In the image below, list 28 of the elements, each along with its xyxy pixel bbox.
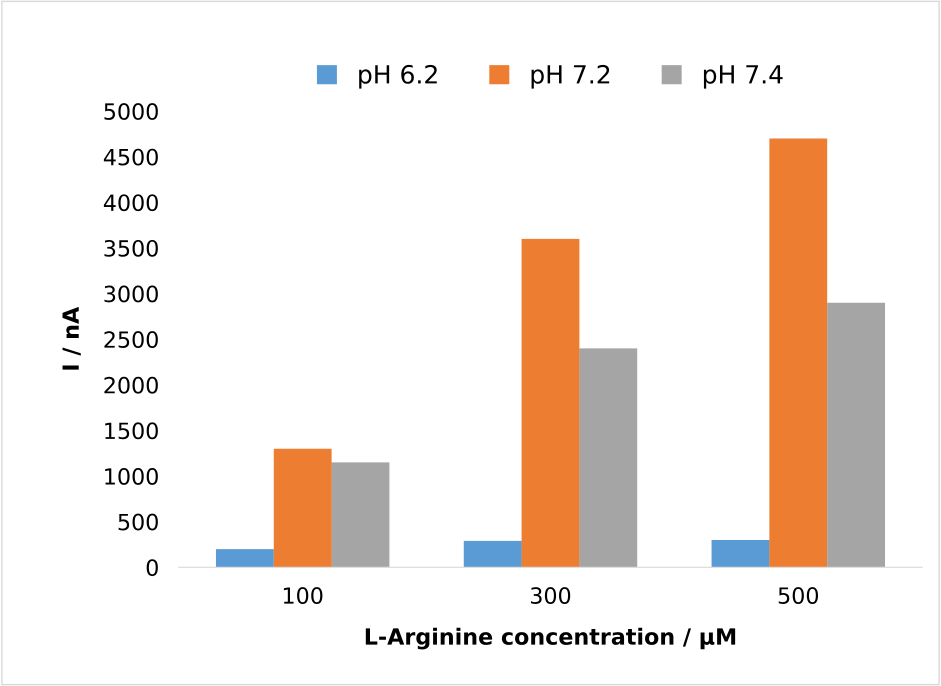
bar	[274, 448, 332, 568]
y-tick-label: 1000	[105, 468, 158, 485]
legend-label: pH 7.2	[532, 64, 610, 89]
x-axis-title: L-Arginine concentration / μM	[366, 628, 736, 650]
x-tick-label: 100	[284, 587, 322, 604]
bar	[464, 540, 522, 568]
y-tick-label: 4500	[104, 148, 158, 166]
y-tick-label: 2000	[104, 376, 158, 394]
legend-label: pH 6.2	[359, 64, 437, 89]
y-tick-label: 500	[118, 514, 158, 530]
y-tick-label: 3000	[104, 286, 158, 302]
y-tick-label: 3500	[104, 240, 158, 257]
x-tick-label: 300	[530, 587, 570, 604]
x-tick-label: 500	[778, 587, 818, 604]
legend-label: pH 7.4	[704, 65, 783, 89]
bar	[827, 302, 886, 568]
y-tick-label: 2500	[104, 331, 158, 348]
bar	[216, 549, 274, 568]
y-tick-label: 4000	[104, 194, 158, 212]
bar	[522, 238, 580, 568]
bar	[579, 348, 638, 568]
bar	[712, 540, 770, 568]
y-axis-title: I / nA	[62, 306, 81, 370]
y-tick-label: 5000	[104, 103, 158, 120]
bar	[769, 138, 828, 568]
y-tick-label: 0	[146, 559, 158, 576]
bar	[332, 462, 390, 568]
y-tick-label: 1500	[105, 422, 158, 440]
